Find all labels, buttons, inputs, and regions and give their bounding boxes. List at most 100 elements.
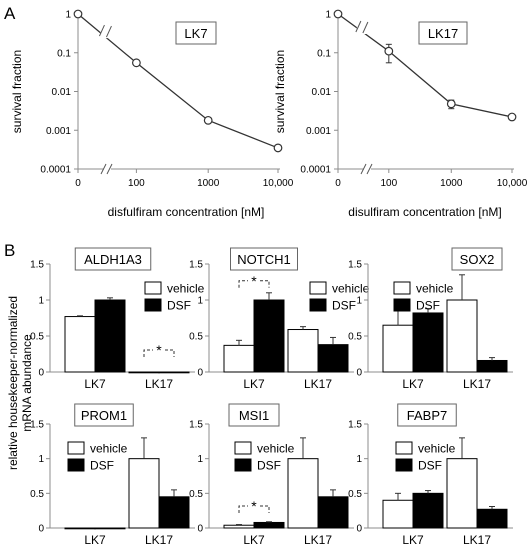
y-tick-label: 1: [356, 296, 362, 307]
legend-label: DSF: [416, 299, 440, 313]
category-label: LK7: [402, 377, 424, 391]
legend-label: vehicle: [416, 282, 454, 296]
legend-swatch: [393, 298, 411, 312]
line-break-mark: [105, 25, 112, 38]
data-point: [446, 99, 456, 109]
legend-swatch: [395, 441, 413, 455]
category-label: LK7: [402, 533, 424, 547]
bar-ylabel-line2: mRNA abundance: [20, 334, 34, 432]
x-tick-label: 1000: [197, 178, 220, 189]
significance-bracket: [238, 505, 270, 513]
legend-label: DSF: [418, 459, 442, 473]
y-tick-label: 0.001: [46, 126, 71, 137]
bar: [128, 458, 160, 529]
line-break-mark: [355, 20, 362, 33]
x-tick-label: 10,000: [497, 178, 528, 189]
legend-swatch: [309, 298, 327, 312]
bar: [94, 299, 126, 373]
legend-label: vehicle: [418, 442, 456, 456]
legend-swatch: [67, 458, 85, 472]
y-tick-label: 1: [325, 10, 331, 21]
gene-title: SOX2: [460, 252, 495, 267]
panel-label-b: B: [4, 241, 15, 260]
bar-chart-notch1: 0 0.5 1 1.5 LK7 LK17 * NOTCH1 vehicle DSF: [189, 247, 370, 391]
y-tick-label: 1: [197, 454, 203, 465]
y-tick-label: 0.5: [348, 332, 362, 343]
y-tick-label: 0: [356, 368, 362, 379]
data-point: [384, 46, 394, 56]
y-tick-label: 0.5: [189, 332, 203, 343]
significance-bracket: [143, 349, 175, 357]
category-label: LK17: [145, 377, 173, 391]
y-tick-label: 1: [65, 10, 71, 21]
legend-label: vehicle: [257, 442, 295, 456]
gene-title: NOTCH1: [237, 252, 290, 267]
legend-label: vehicle: [167, 282, 205, 296]
gene-title-box: [228, 403, 280, 427]
y-tick-label: 1.5: [348, 420, 362, 431]
y-tick-label: 0: [197, 524, 203, 535]
bar: [476, 508, 508, 529]
gene-title: ALDH1A3: [84, 252, 142, 267]
gene-title-box: [74, 247, 152, 271]
data-point: [507, 112, 517, 122]
y-tick-label: 1: [38, 296, 44, 307]
category-label: LK17: [463, 377, 491, 391]
category-label: LK7: [243, 377, 265, 391]
data-point: [203, 115, 213, 125]
bar-chart-sox2: 0 0.5 1 1.5 LK7 LK17 SOX2 vehicle DSF: [348, 247, 513, 391]
y-tick-label: 1.5: [30, 260, 44, 271]
y-tick-label: 1: [197, 296, 203, 307]
legend-label: vehicle: [90, 442, 128, 456]
y-tick-label: 1.5: [348, 260, 362, 271]
y-tick-label: 0.01: [312, 87, 332, 98]
x-axis-label: disfulfiram concentration [nM]: [108, 205, 265, 219]
category-label: LK17: [145, 533, 173, 547]
bar: [64, 316, 96, 373]
bar: [94, 527, 126, 530]
bar: [412, 312, 444, 373]
bar: [287, 329, 319, 373]
legend-label: DSF: [257, 459, 281, 473]
significance-marker: *: [251, 273, 257, 289]
data-point: [273, 143, 283, 153]
legend-swatch: [67, 441, 85, 455]
significance-bracket: [238, 280, 270, 288]
legend-swatch: [144, 298, 162, 312]
chart-title: LK7: [184, 26, 207, 41]
x-tick-label: 0: [335, 178, 341, 189]
line-break-mark: [362, 21, 369, 34]
y-tick-label: 0: [197, 368, 203, 379]
legend-label: DSF: [90, 459, 114, 473]
bar: [158, 371, 190, 374]
bar: [317, 496, 349, 529]
gene-title-box: [230, 247, 298, 271]
y-tick-label: 1.5: [30, 420, 44, 431]
bar: [253, 299, 285, 373]
x-tick-label: 10,000: [263, 178, 294, 189]
legend-swatch: [393, 281, 411, 295]
bar-ylabel-line1: relative housekeeper-normalized: [6, 296, 20, 470]
bar: [476, 359, 508, 373]
category-label: LK7: [84, 377, 106, 391]
category-label: LK7: [84, 533, 106, 547]
bar: [287, 458, 319, 529]
x-axis-break-mark: [106, 163, 113, 175]
category-label: LK17: [304, 377, 332, 391]
bar: [412, 492, 444, 529]
data-point: [131, 58, 141, 68]
x-axis-break-mark: [360, 163, 367, 175]
y-tick-label: 0.5: [30, 489, 44, 500]
x-axis-break-mark: [366, 163, 373, 175]
bar: [446, 299, 478, 373]
gene-title-box: [451, 247, 503, 271]
y-tick-label: 0.001: [306, 126, 331, 137]
y-tick-label: 0.01: [52, 87, 72, 98]
bar: [223, 524, 255, 529]
y-tick-label: 1: [356, 454, 362, 465]
gene-title-box: [397, 403, 457, 427]
y-tick-label: 1: [38, 454, 44, 465]
y-tick-label: 0: [356, 524, 362, 535]
line-break-mark: [98, 24, 105, 37]
